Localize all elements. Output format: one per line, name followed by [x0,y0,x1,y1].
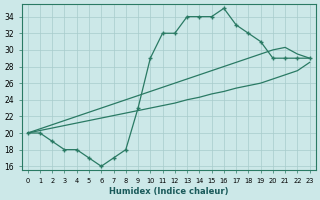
X-axis label: Humidex (Indice chaleur): Humidex (Indice chaleur) [109,187,228,196]
